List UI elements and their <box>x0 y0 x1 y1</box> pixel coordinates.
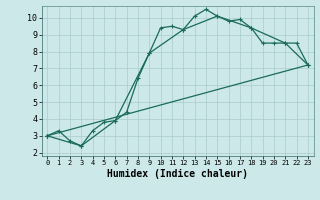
X-axis label: Humidex (Indice chaleur): Humidex (Indice chaleur) <box>107 169 248 179</box>
